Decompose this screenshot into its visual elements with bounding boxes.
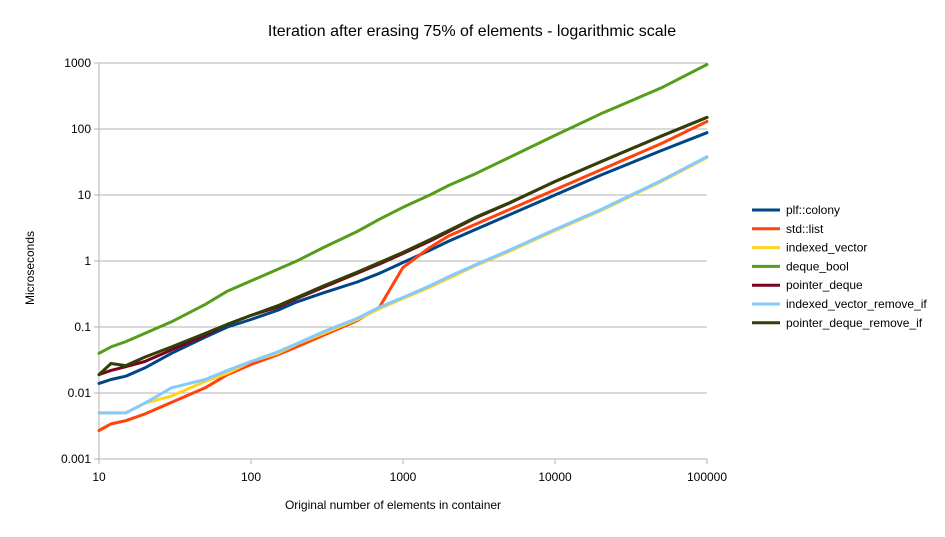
legend-label: pointer_deque_remove_if xyxy=(786,316,923,330)
y-tick-label: 0.001 xyxy=(61,452,91,466)
legend-label: plf::colony xyxy=(786,203,840,217)
x-tick-label: 1000 xyxy=(390,470,417,484)
y-axis-title: Microseconds xyxy=(23,231,37,305)
y-tick-label: 0.1 xyxy=(74,320,91,334)
x-tick-label: 100 xyxy=(241,470,261,484)
legend-label: pointer_deque xyxy=(786,278,863,292)
x-tick-label: 10 xyxy=(92,470,106,484)
y-tick-label: 0.01 xyxy=(68,386,92,400)
series-line-indexed-vector-remove-if xyxy=(97,155,709,415)
y-tick-label: 10 xyxy=(78,188,92,202)
legend-label: std::list xyxy=(786,222,824,236)
y-tick-label: 1000 xyxy=(64,56,91,70)
series-line-pointer-deque-remove-if xyxy=(97,115,709,377)
grid-layer xyxy=(99,62,707,460)
chart-title: Iteration after erasing 75% of elements … xyxy=(268,23,676,40)
x-tick-label: 10000 xyxy=(538,470,572,484)
axes-layer: 0.001 0.01 0.1 1 10 100 1000 10 100 1000 10000 1000… xyxy=(61,56,727,484)
series-layer xyxy=(97,63,709,432)
x-axis-title: Original number of elements in container xyxy=(285,498,501,512)
legend-label: deque_bool xyxy=(786,259,849,273)
legend-label: indexed_vector_remove_if xyxy=(786,297,927,311)
legend-label: indexed_vector xyxy=(786,241,867,255)
x-tick-label: 100000 xyxy=(687,470,727,484)
y-tick-label: 100 xyxy=(71,122,91,136)
legend: plf::colonystd::listindexed_vectordeque_… xyxy=(752,203,927,330)
series-line-indexed-vector xyxy=(97,156,709,415)
y-tick-label: 1 xyxy=(84,254,91,268)
series-line-deque-bool xyxy=(97,63,709,355)
series-line-plf-colony xyxy=(97,131,709,385)
